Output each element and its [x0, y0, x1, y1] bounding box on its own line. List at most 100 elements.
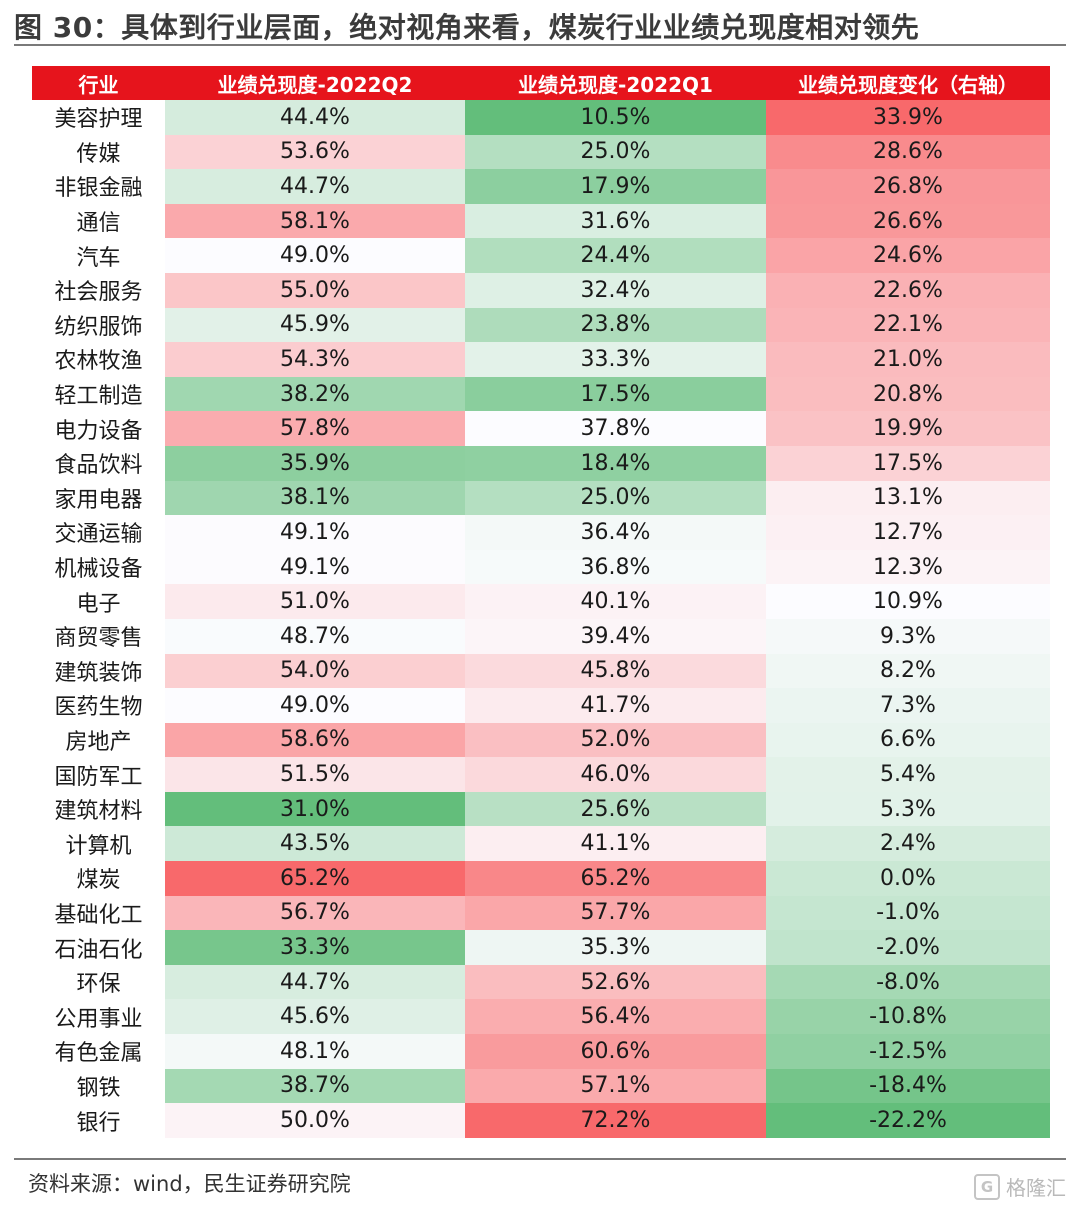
industry-cell: 轻工制造 [32, 376, 165, 412]
table-row: 计算机 43.5% 41.1% 2.4% [32, 826, 1050, 862]
industry-cell: 商贸零售 [32, 618, 165, 654]
q1-value-cell: 36.8% [465, 549, 766, 585]
q1-value-cell: 32.4% [465, 272, 766, 308]
change-value-cell: 22.6% [766, 272, 1050, 308]
table-row: 基础化工 56.7% 57.7% -1.0% [32, 895, 1050, 931]
table-row: 煤炭 65.2% 65.2% 0.0% [32, 861, 1050, 896]
q1-value-cell: 10.5% [465, 100, 766, 135]
q2-value-cell: 54.0% [165, 653, 465, 689]
q2-value-cell: 49.0% [165, 688, 465, 723]
table-row: 轻工制造 38.2% 17.5% 20.8% [32, 376, 1050, 412]
q2-value-cell: 38.1% [165, 480, 465, 516]
watermark: G 格隆汇 [974, 1172, 1066, 1201]
q1-value-cell: 25.0% [465, 480, 766, 516]
industry-cell: 银行 [32, 1103, 165, 1138]
header-row: 行业 业绩兑现度-2022Q2 业绩兑现度-2022Q1 业绩兑现度变化（右轴） [32, 66, 1050, 100]
industry-cell: 钢铁 [32, 1068, 165, 1104]
table-body: 美容护理 44.4% 10.5% 33.9% 传媒 53.6% 25.0% 28.6% 非银金融… [32, 100, 1050, 1138]
q1-value-cell: 65.2% [465, 861, 766, 896]
q2-value-cell: 45.9% [165, 307, 465, 343]
q1-value-cell: 17.5% [465, 376, 766, 412]
q2-value-cell: 43.5% [165, 826, 465, 862]
change-value-cell: 7.3% [766, 688, 1050, 723]
table-row: 商贸零售 48.7% 39.4% 9.3% [32, 618, 1050, 654]
table-row: 建筑材料 31.0% 25.6% 5.3% [32, 791, 1050, 827]
q2-value-cell: 44.7% [165, 169, 465, 204]
industry-cell: 农林牧渔 [32, 342, 165, 377]
table-row: 通信 58.1% 31.6% 26.6% [32, 203, 1050, 239]
q1-value-cell: 57.1% [465, 1068, 766, 1104]
q2-value-cell: 48.1% [165, 1034, 465, 1069]
title-divider [14, 44, 1066, 46]
table-row: 纺织服饰 45.9% 23.8% 22.1% [32, 307, 1050, 343]
q2-value-cell: 50.0% [165, 1103, 465, 1138]
q1-value-cell: 23.8% [465, 307, 766, 343]
change-value-cell: 0.0% [766, 861, 1050, 896]
change-value-cell: 10.9% [766, 584, 1050, 619]
change-value-cell: -8.0% [766, 964, 1050, 1000]
q1-value-cell: 52.0% [465, 722, 766, 758]
change-value-cell: -12.5% [766, 1034, 1050, 1069]
industry-cell: 通信 [32, 203, 165, 239]
change-value-cell: 6.6% [766, 722, 1050, 758]
table-row: 社会服务 55.0% 32.4% 22.6% [32, 272, 1050, 308]
q2-value-cell: 38.7% [165, 1068, 465, 1104]
table-row: 银行 50.0% 72.2% -22.2% [32, 1103, 1050, 1138]
table-row: 家用电器 38.1% 25.0% 13.1% [32, 480, 1050, 516]
q2-value-cell: 44.4% [165, 100, 465, 135]
industry-cell: 社会服务 [32, 272, 165, 308]
industry-cell: 房地产 [32, 722, 165, 758]
q1-value-cell: 45.8% [465, 653, 766, 689]
q1-value-cell: 46.0% [465, 757, 766, 792]
industry-cell: 食品饮料 [32, 445, 165, 481]
table-row: 电力设备 57.8% 37.8% 19.9% [32, 411, 1050, 446]
industry-cell: 建筑材料 [32, 791, 165, 827]
q2-value-cell: 65.2% [165, 861, 465, 896]
industry-cell: 家用电器 [32, 480, 165, 516]
industry-cell: 非银金融 [32, 169, 165, 204]
change-value-cell: -10.8% [766, 999, 1050, 1035]
q1-value-cell: 37.8% [465, 411, 766, 446]
header-change: 业绩兑现度变化（右轴） [766, 66, 1050, 100]
change-value-cell: 12.7% [766, 515, 1050, 550]
industry-cell: 医药生物 [32, 688, 165, 723]
table-row: 电子 51.0% 40.1% 10.9% [32, 584, 1050, 619]
change-value-cell: 5.4% [766, 757, 1050, 792]
change-value-cell: 19.9% [766, 411, 1050, 446]
change-value-cell: 20.8% [766, 376, 1050, 412]
q1-value-cell: 18.4% [465, 445, 766, 481]
q2-value-cell: 35.9% [165, 445, 465, 481]
q2-value-cell: 51.5% [165, 757, 465, 792]
industry-cell: 汽车 [32, 238, 165, 273]
watermark-logo-icon: G [974, 1173, 1000, 1200]
change-value-cell: 28.6% [766, 134, 1050, 170]
change-value-cell: 9.3% [766, 618, 1050, 654]
change-value-cell: -22.2% [766, 1103, 1050, 1138]
q1-value-cell: 41.7% [465, 688, 766, 723]
table-row: 国防军工 51.5% 46.0% 5.4% [32, 757, 1050, 792]
change-value-cell: -2.0% [766, 930, 1050, 965]
industry-cell: 建筑装饰 [32, 653, 165, 689]
q2-value-cell: 57.8% [165, 411, 465, 446]
q1-value-cell: 39.4% [465, 618, 766, 654]
industry-cell: 有色金属 [32, 1034, 165, 1069]
q2-value-cell: 53.6% [165, 134, 465, 170]
q2-value-cell: 55.0% [165, 272, 465, 308]
q1-value-cell: 57.7% [465, 895, 766, 931]
change-value-cell: 26.8% [766, 169, 1050, 204]
industry-cell: 电子 [32, 584, 165, 619]
change-value-cell: 2.4% [766, 826, 1050, 862]
q2-value-cell: 38.2% [165, 376, 465, 412]
table-row: 环保 44.7% 52.6% -8.0% [32, 964, 1050, 1000]
q1-value-cell: 60.6% [465, 1034, 766, 1069]
table-row: 非银金融 44.7% 17.9% 26.8% [32, 169, 1050, 204]
table-row: 建筑装饰 54.0% 45.8% 8.2% [32, 653, 1050, 689]
q2-value-cell: 49.1% [165, 515, 465, 550]
industry-cell: 环保 [32, 964, 165, 1000]
industry-cell: 基础化工 [32, 895, 165, 931]
q1-value-cell: 52.6% [465, 964, 766, 1000]
q1-value-cell: 40.1% [465, 584, 766, 619]
change-value-cell: 8.2% [766, 653, 1050, 689]
q1-value-cell: 72.2% [465, 1103, 766, 1138]
q2-value-cell: 58.1% [165, 203, 465, 239]
